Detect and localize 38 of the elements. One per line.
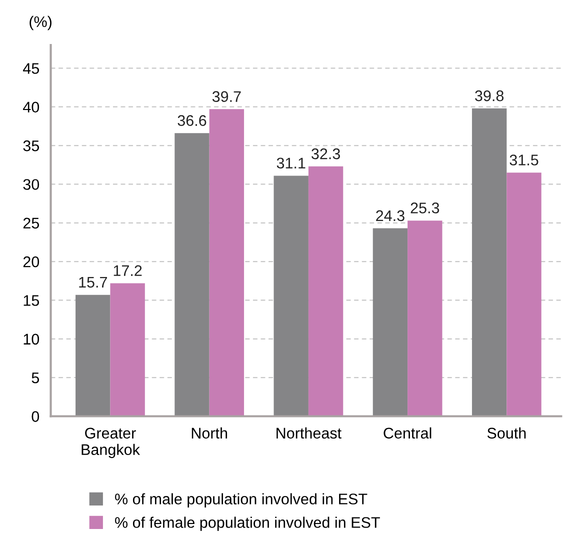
data-label: 31.5 — [510, 154, 538, 166]
y-tick-label: 15 — [24, 295, 40, 306]
bar — [174, 133, 210, 416]
bar — [76, 294, 110, 416]
data-label: 32.3 — [312, 148, 340, 160]
legend-label: % of male population involved in EST — [115, 493, 368, 508]
x-tick-label: North — [192, 427, 228, 439]
legend-label: % of female population involved in EST — [115, 516, 380, 531]
y-tick-label: 5 — [32, 372, 40, 384]
bar — [308, 166, 344, 416]
data-label: 39.8 — [475, 90, 504, 102]
data-label: 25.3 — [410, 202, 440, 214]
y-axis-title: (%) — [30, 16, 52, 30]
data-label: 36.6 — [178, 115, 206, 126]
x-tick-label: Central — [384, 427, 432, 439]
x-tick-label: Greater Bangkok — [82, 428, 140, 458]
y-tick-label: 35 — [23, 140, 40, 152]
y-tick-label: 0 — [32, 411, 40, 422]
bar — [110, 283, 145, 416]
x-tick-label: South — [487, 427, 526, 439]
bar — [209, 109, 244, 416]
data-label: 39.7 — [212, 91, 241, 102]
bar — [506, 172, 542, 416]
bar — [274, 176, 308, 416]
y-tick-label: 20 — [23, 256, 40, 268]
y-tick-label: 45 — [23, 63, 40, 74]
data-label: 17.2 — [114, 265, 142, 276]
y-tick-label: 30 — [23, 179, 40, 190]
data-label: 24.3 — [376, 210, 404, 222]
bar — [372, 228, 408, 416]
bar — [472, 108, 507, 416]
data-label: 31.1 — [276, 158, 306, 169]
x-tick-label: Northeast — [276, 427, 342, 439]
bar — [408, 220, 442, 416]
y-tick-label: 40 — [23, 102, 40, 113]
y-tick-label: 10 — [24, 334, 40, 345]
data-label: 15.7 — [79, 276, 107, 288]
y-tick-label: 25 — [23, 218, 40, 229]
